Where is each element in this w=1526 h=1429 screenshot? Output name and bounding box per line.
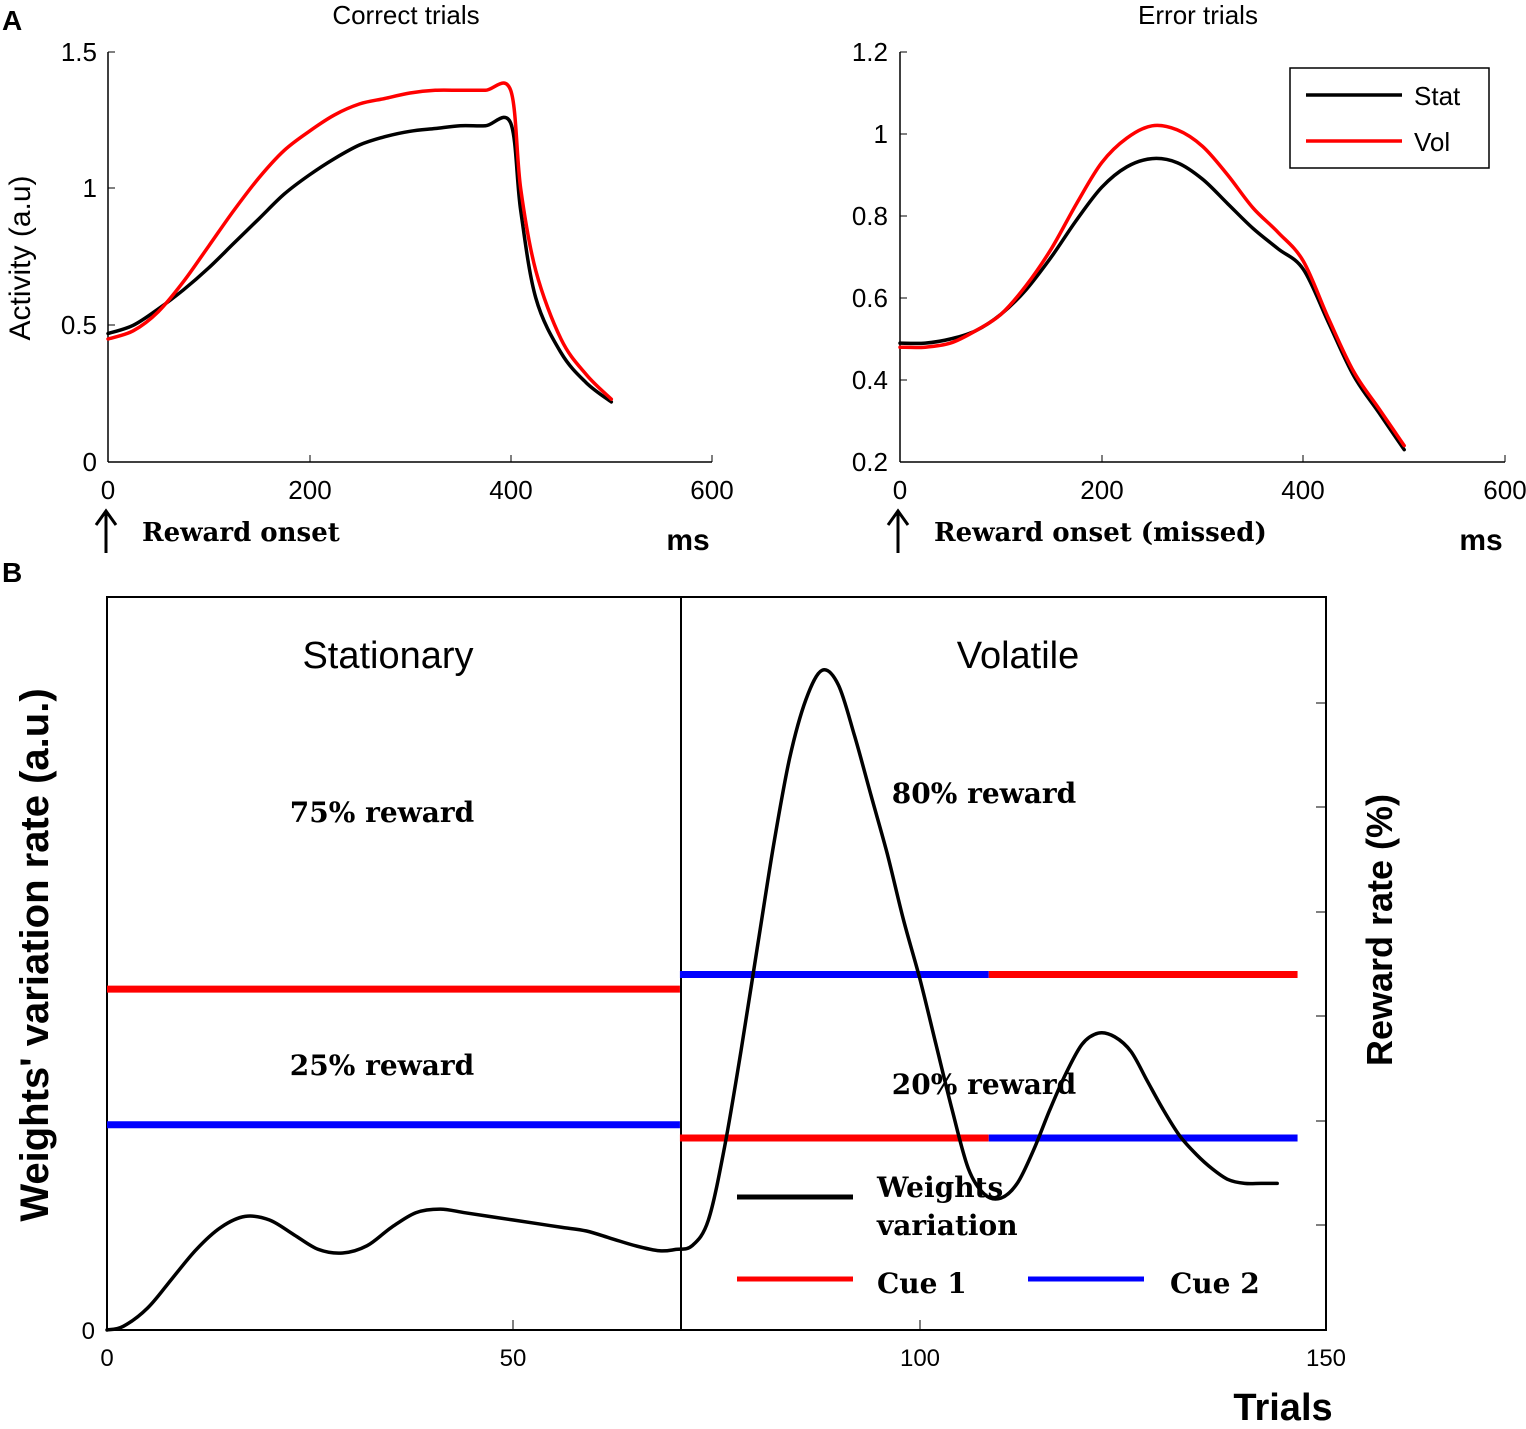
b-plot-frame xyxy=(106,596,1327,1331)
a-right-onset-arrow-icon xyxy=(886,508,910,553)
a-left-ytick-label: 1.5 xyxy=(61,37,97,67)
a-left-xtick-label: 0 xyxy=(101,475,115,505)
a-right-x-unit: ms xyxy=(1459,524,1502,557)
b-xtick-label: 0 xyxy=(100,1345,113,1372)
legend-label-stat: Stat xyxy=(1414,81,1461,111)
a-left-xtick-label: 600 xyxy=(690,475,733,505)
b-region-volatile: Volatile xyxy=(957,635,1080,677)
a-right-ytick-label: 0.8 xyxy=(852,201,888,231)
b-reward-label-25: 25% reward xyxy=(290,1049,474,1082)
a-right-xtick-label: 400 xyxy=(1281,475,1324,505)
a-right-onset-label: Reward onset (missed) xyxy=(934,518,1267,548)
b-legend-label-weights-text-line2: variation xyxy=(876,1209,1018,1242)
b-legend-label-cue2: Cue 2 xyxy=(1170,1267,1260,1300)
series-line-stat xyxy=(106,115,614,404)
a-left-ytick-label: 0 xyxy=(83,447,97,477)
a-right-ytick-label: 1.2 xyxy=(852,37,888,67)
a-right-ytick-label: 1 xyxy=(874,119,888,149)
a-right-axes xyxy=(899,52,1505,463)
series-line-vol xyxy=(106,81,614,401)
b-legend-label-weights: Weights variation xyxy=(876,1171,1018,1242)
panel-label-b: B xyxy=(2,557,22,588)
a-right-legend: Stat Vol xyxy=(1289,67,1490,169)
b-reward-lines xyxy=(107,970,1298,1142)
a-right-xtick-label: 200 xyxy=(1080,475,1123,505)
a-left-lines xyxy=(106,81,614,404)
a-left-ticks xyxy=(108,51,713,463)
b-reward-label-20: 20% reward xyxy=(892,1068,1076,1101)
b-reward-label-80: 80% reward xyxy=(892,777,1076,810)
a-right-ytick-label: 0.6 xyxy=(852,283,888,313)
b-legend: Weights variation Cue 1 Cue 2 xyxy=(737,1171,1260,1300)
a-right-ytick-label: 0.2 xyxy=(852,447,888,477)
legend-box xyxy=(1289,67,1490,169)
chart-a-right: Error trials 0.2 0.4 0.6 0.8 1 1.2 0 200… xyxy=(852,0,1526,557)
a-left-xtick-label: 400 xyxy=(489,475,532,505)
a-right-xtick-label: 600 xyxy=(1483,475,1526,505)
a-left-title: Correct trials xyxy=(332,0,479,30)
legend-label-vol: Vol xyxy=(1414,127,1450,157)
b-xtick-label: 50 xyxy=(500,1345,527,1372)
a-right-lines xyxy=(898,123,1406,452)
b-xlabel: Trials xyxy=(1233,1387,1332,1429)
a-right-ticks xyxy=(900,51,1506,463)
b-region-stationary: Stationary xyxy=(302,635,473,677)
series-line-vol xyxy=(898,123,1406,448)
b-ylabel-right: Reward rate (%) xyxy=(1359,794,1400,1066)
b-xtick-label: 100 xyxy=(900,1345,940,1372)
series-line-weights-variation xyxy=(105,668,1279,1332)
panel-label-a: A xyxy=(2,5,22,36)
a-left-onset-label: Reward onset xyxy=(142,518,340,548)
b-right-ticks xyxy=(1316,702,1326,1331)
a-left-x-unit: ms xyxy=(666,524,709,557)
a-right-ytick-label: 0.4 xyxy=(852,365,888,395)
a-left-axes xyxy=(107,52,712,463)
b-legend-label-weights-text: Weights xyxy=(876,1171,1003,1204)
a-left-ytick-label: 0.5 xyxy=(61,310,97,340)
a-right-xtick-label: 0 xyxy=(893,475,907,505)
chart-a-left: Correct trials Activity (a.u) 0 0.5 1 1.… xyxy=(4,0,734,557)
a-left-onset-arrow-icon xyxy=(94,508,118,553)
b-x-ticks xyxy=(512,1320,921,1330)
b-ytick-label: 0 xyxy=(82,1318,95,1345)
b-legend-label-cue1: Cue 1 xyxy=(877,1267,967,1300)
chart-b: Stationary Volatile Weights' variation r… xyxy=(13,596,1400,1429)
b-ylabel-left: Weights' variation rate (a.u.) xyxy=(13,688,57,1221)
b-xtick-label: 150 xyxy=(1306,1345,1346,1372)
b-weights xyxy=(105,668,1279,1332)
a-left-ytick-label: 1 xyxy=(83,173,97,203)
a-left-xtick-label: 200 xyxy=(288,475,331,505)
b-reward-label-75: 75% reward xyxy=(290,796,474,829)
a-right-title: Error trials xyxy=(1138,0,1258,30)
a-left-ylabel: Activity (a.u) xyxy=(4,175,37,340)
